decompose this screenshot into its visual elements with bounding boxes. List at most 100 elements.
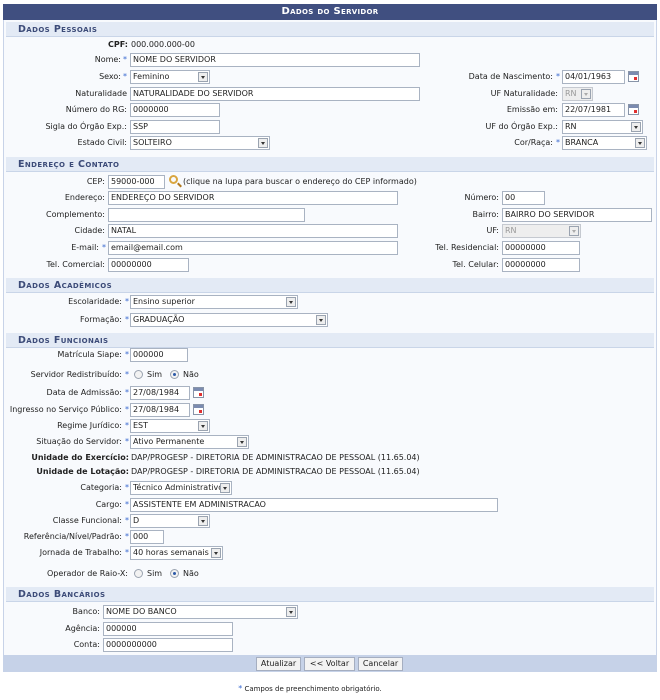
cor-raca-select[interactable]: BRANCA bbox=[562, 136, 647, 150]
raio-x-option-label: Sim bbox=[147, 569, 163, 578]
lotacao-label: Unidade de Lotação: bbox=[36, 467, 129, 476]
section-header-pessoais: Dados Pessoais bbox=[6, 22, 654, 37]
search-icon[interactable] bbox=[169, 175, 178, 184]
raio-x-option-label: Não bbox=[183, 569, 199, 578]
redistribuido-radio-1[interactable] bbox=[170, 370, 179, 379]
bairro-input[interactable]: BAIRRO DO SERVIDOR bbox=[502, 208, 652, 222]
estado-civil-select[interactable]: SOLTEIRO bbox=[130, 136, 270, 150]
tel-residencial-input[interactable]: 00000000 bbox=[502, 241, 580, 255]
section-header-bancarios: Dados Bancários bbox=[6, 587, 654, 602]
required-star-icon: * bbox=[123, 72, 127, 81]
nome-input[interactable]: NOME DO SERVIDOR bbox=[130, 53, 420, 67]
raio-x-radio-1[interactable] bbox=[170, 569, 179, 578]
chevron-down-icon bbox=[198, 516, 208, 526]
chevron-down-icon bbox=[286, 297, 296, 307]
cor-raca-label: Cor/Raça: bbox=[514, 138, 553, 147]
required-star-icon: * bbox=[125, 500, 129, 509]
cancelar-button[interactable]: Cancelar bbox=[358, 657, 403, 671]
uf-label: UF: bbox=[486, 226, 499, 235]
sexo-label: Sexo: bbox=[99, 72, 121, 81]
cidade-label: Cidade: bbox=[74, 226, 105, 235]
uf-select: RN bbox=[502, 224, 581, 238]
conta-input[interactable]: 0000000000 bbox=[103, 638, 233, 652]
required-star-icon: * bbox=[125, 483, 129, 492]
situacao-select[interactable]: Ativo Permanente bbox=[130, 435, 249, 449]
admissao-calendar-icon[interactable] bbox=[193, 387, 204, 398]
numero-input[interactable]: 00 bbox=[502, 191, 545, 205]
sigla-orgao-input[interactable]: SSP bbox=[130, 120, 220, 134]
voltar-button[interactable]: << Voltar bbox=[304, 657, 355, 671]
numero-label: Número: bbox=[464, 193, 499, 202]
chevron-down-icon bbox=[237, 437, 247, 447]
section-header-funcionais: Dados Funcionais bbox=[6, 333, 654, 348]
raio-x-radio-0[interactable] bbox=[134, 569, 143, 578]
cidade-input[interactable]: NATAL bbox=[108, 224, 398, 238]
required-star-icon: * bbox=[125, 405, 129, 414]
sigla-orgao-label: Sigla do Órgão Exp.: bbox=[45, 122, 127, 131]
regime-label: Regime Jurídico: bbox=[57, 421, 122, 430]
jornada-select[interactable]: 40 horas semanais bbox=[130, 546, 223, 560]
matricula-label: Matrícula Siape: bbox=[57, 350, 123, 359]
naturalidade-input[interactable]: NATURALIDADE DO SERVIDOR bbox=[130, 87, 420, 101]
chevron-down-icon bbox=[569, 226, 579, 236]
banco-select[interactable]: NOME DO BANCO bbox=[103, 605, 298, 619]
selected-value: RN bbox=[565, 122, 577, 131]
jornada-label: Jornada de Trabalho: bbox=[39, 548, 122, 557]
ingresso-input[interactable]: 27/08/1984 bbox=[130, 403, 190, 417]
admissao-input[interactable]: 27/08/1984 bbox=[130, 386, 190, 400]
nascimento-input[interactable]: 04/01/1963 bbox=[562, 70, 625, 84]
endereco-input[interactable]: ENDEREÇO DO SERVIDOR bbox=[108, 191, 398, 205]
uf-orgao-select[interactable]: RN bbox=[562, 120, 643, 134]
required-star-icon: * bbox=[125, 532, 129, 541]
selected-value: RN bbox=[505, 226, 517, 235]
chevron-down-icon bbox=[316, 315, 326, 325]
redistribuido-radio-0[interactable] bbox=[134, 370, 143, 379]
cargo-input[interactable]: ASSISTENTE EM ADMINISTRACAO bbox=[130, 498, 498, 512]
escolaridade-label: Escolaridade: bbox=[68, 297, 122, 306]
matricula-input[interactable]: 000000 bbox=[130, 348, 188, 362]
emissao-calendar-icon[interactable] bbox=[628, 104, 639, 115]
chevron-down-icon bbox=[258, 138, 268, 148]
complemento-label: Complemento: bbox=[45, 210, 105, 219]
nascimento-label: Data de Nascimento: bbox=[468, 72, 553, 81]
required-star-icon: * bbox=[125, 548, 129, 557]
email-label: E-mail: bbox=[71, 243, 99, 252]
required-star-icon: * bbox=[102, 243, 106, 252]
required-star-icon: * bbox=[125, 388, 129, 397]
situacao-label: Situação do Servidor: bbox=[36, 437, 122, 446]
formacao-select[interactable]: GRADUAÇÃO bbox=[130, 313, 328, 327]
chevron-down-icon bbox=[220, 483, 230, 493]
tel-comercial-input[interactable]: 00000000 bbox=[108, 258, 189, 272]
required-star-icon: * bbox=[125, 421, 129, 430]
selected-value: 40 horas semanais bbox=[133, 548, 209, 557]
nascimento-calendar-icon[interactable] bbox=[628, 71, 639, 82]
cep-input[interactable]: 59000-000 bbox=[108, 175, 165, 189]
emissao-input[interactable]: 22/07/1981 bbox=[562, 103, 625, 117]
cargo-label: Cargo: bbox=[95, 500, 122, 509]
estado-civil-label: Estado Civil: bbox=[77, 138, 127, 147]
selected-value: RN bbox=[565, 89, 577, 98]
chevron-down-icon bbox=[635, 138, 645, 148]
redistribuido-option-label: Sim bbox=[147, 370, 163, 379]
agencia-input[interactable]: 000000 bbox=[103, 622, 233, 636]
regime-select[interactable]: EST bbox=[130, 419, 210, 433]
selected-value: NOME DO BANCO bbox=[106, 607, 177, 616]
categoria-select[interactable]: Técnico Administrativo bbox=[130, 481, 232, 495]
email-input[interactable]: email@email.com bbox=[108, 241, 398, 255]
complemento-input[interactable] bbox=[108, 208, 305, 222]
referencia-input[interactable]: 000 bbox=[130, 530, 164, 544]
ingresso-calendar-icon[interactable] bbox=[193, 404, 204, 415]
cep-label: CEP: bbox=[86, 177, 105, 186]
referencia-label: Referência/Nível/Padrão: bbox=[23, 532, 122, 541]
tel-celular-label: Tel. Celular: bbox=[452, 260, 499, 269]
cep-hint: (clique na lupa para buscar o endereço d… bbox=[183, 177, 417, 186]
atualizar-button[interactable]: Atualizar bbox=[256, 657, 301, 671]
required-star-icon: * bbox=[125, 516, 129, 525]
rg-input[interactable]: 0000000 bbox=[130, 103, 220, 117]
tel-celular-input[interactable]: 00000000 bbox=[502, 258, 580, 272]
classe-select[interactable]: D bbox=[130, 514, 210, 528]
escolaridade-select[interactable]: Ensino superior bbox=[130, 295, 298, 309]
required-star-icon: * bbox=[125, 315, 129, 324]
chevron-down-icon bbox=[211, 548, 221, 558]
sexo-select[interactable]: Feminino bbox=[130, 70, 210, 84]
